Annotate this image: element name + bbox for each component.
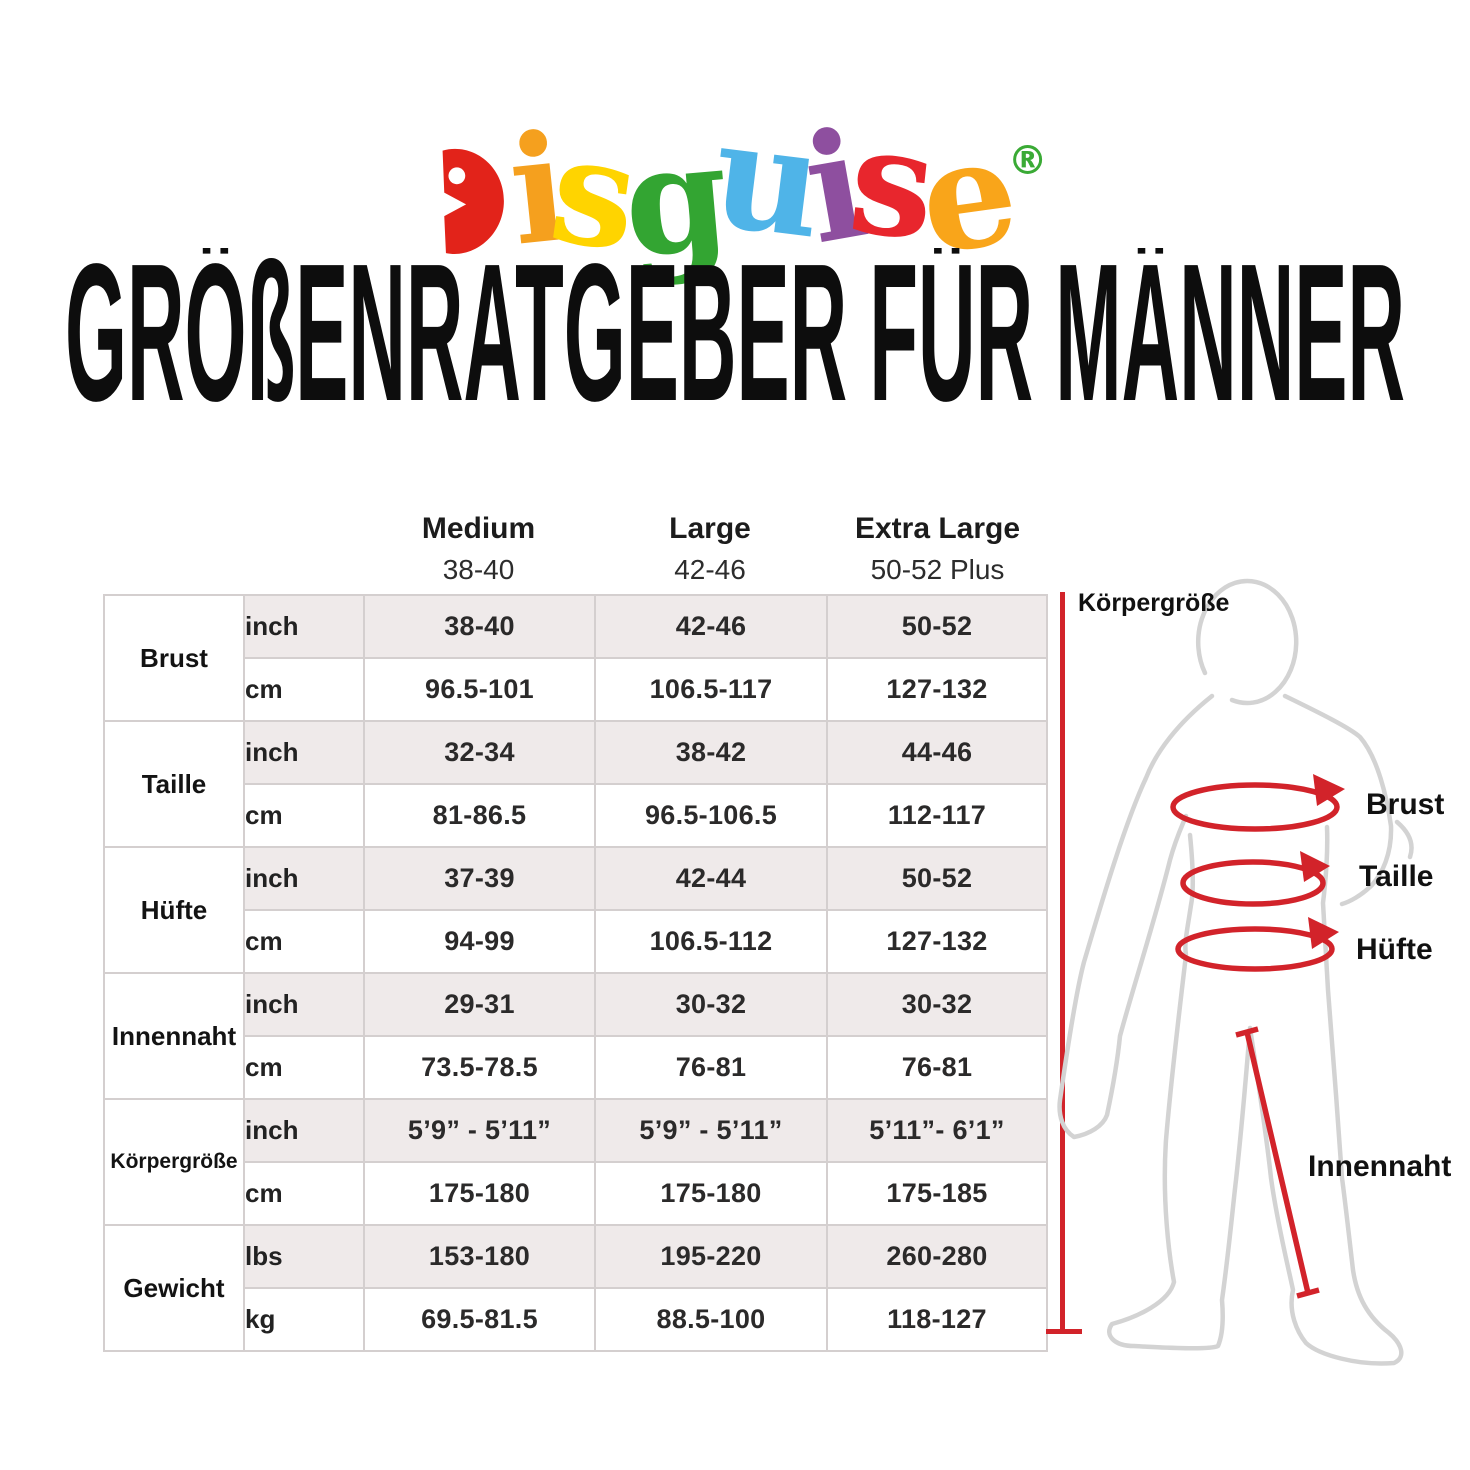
male-silhouette-icon bbox=[1057, 578, 1414, 1366]
unit-cell: inch bbox=[243, 846, 365, 911]
hip-measure-ellipse bbox=[1175, 926, 1335, 972]
table-row: cm 81-86.5 96.5-106.5 112-117 bbox=[104, 783, 1048, 848]
value-cell: 175-185 bbox=[826, 1161, 1048, 1226]
value-cell: 118-127 bbox=[826, 1287, 1048, 1352]
table-row: Gewicht lbs 153-180 195-220 260-280 bbox=[103, 1224, 1048, 1352]
value-cell: 42-46 bbox=[594, 594, 828, 659]
value-cell: 50-52 bbox=[826, 594, 1048, 659]
value-cell: 5’11”- 6’1” bbox=[826, 1098, 1048, 1163]
value-cell: 38-40 bbox=[363, 594, 596, 659]
table-row: cm 94-99 106.5-112 127-132 bbox=[104, 909, 1048, 974]
value-cell: 30-32 bbox=[826, 972, 1048, 1037]
registered-trademark-icon: ® bbox=[1007, 138, 1048, 184]
size-range-extra-large: 50-52 Plus bbox=[870, 554, 1005, 585]
value-cell: 112-117 bbox=[826, 783, 1048, 848]
table-row: cm 96.5-101 106.5-117 127-132 bbox=[104, 657, 1048, 722]
unit-cell: kg bbox=[243, 1287, 365, 1352]
measurement-marks bbox=[1170, 782, 1340, 1299]
value-cell: 30-32 bbox=[594, 972, 828, 1037]
value-cell: 96.5-101 bbox=[363, 657, 596, 722]
value-cell: 44-46 bbox=[826, 720, 1048, 785]
inseam-measure-line bbox=[1244, 1031, 1311, 1294]
row-label-gewicht: Gewicht bbox=[103, 1224, 245, 1352]
height-measure-line bbox=[1060, 592, 1065, 1332]
size-name-large: Large bbox=[669, 512, 751, 545]
diagram-label-huefte: Hüfte bbox=[1356, 933, 1433, 966]
value-cell: 73.5-78.5 bbox=[363, 1035, 596, 1100]
row-label-koerpergroesse: Körpergröße bbox=[103, 1098, 245, 1226]
chest-arrow-icon bbox=[1313, 774, 1345, 806]
value-cell: 106.5-117 bbox=[594, 657, 828, 722]
value-cell: 88.5-100 bbox=[594, 1287, 828, 1352]
body-silhouette-diagram bbox=[1057, 578, 1414, 1366]
value-cell: 50-52 bbox=[826, 846, 1048, 911]
value-cell: 106.5-112 bbox=[594, 909, 828, 974]
unit-cell: cm bbox=[243, 783, 365, 848]
value-cell: 32-34 bbox=[363, 720, 596, 785]
diagram-label-innennaht: Innennaht bbox=[1308, 1150, 1452, 1183]
unit-cell: inch bbox=[243, 720, 365, 785]
unit-cell: lbs bbox=[243, 1224, 365, 1289]
row-label-huefte: Hüfte bbox=[103, 846, 245, 974]
value-cell: 195-220 bbox=[594, 1224, 828, 1289]
table-row: cm 73.5-78.5 76-81 76-81 bbox=[104, 1035, 1048, 1100]
value-cell: 175-180 bbox=[594, 1161, 828, 1226]
unit-cell: inch bbox=[243, 972, 365, 1037]
value-cell: 42-44 bbox=[594, 846, 828, 911]
waist-measure-ellipse bbox=[1180, 859, 1326, 907]
value-cell: 94-99 bbox=[363, 909, 596, 974]
table-row: Innennaht inch 29-31 30-32 30-32 bbox=[103, 972, 1048, 1100]
value-cell: 96.5-106.5 bbox=[594, 783, 828, 848]
value-cell: 127-132 bbox=[826, 657, 1048, 722]
size-range-large: 42-46 bbox=[674, 554, 746, 585]
value-cell: 76-81 bbox=[594, 1035, 828, 1100]
unit-cell: cm bbox=[243, 657, 365, 722]
height-measure-line-cap bbox=[1046, 1329, 1082, 1334]
size-chart-table: Brust inch 38-40 42-46 50-52 cm 96.5-101… bbox=[103, 594, 1048, 1352]
value-cell: 76-81 bbox=[826, 1035, 1048, 1100]
table-row: Brust inch 38-40 42-46 50-52 bbox=[103, 594, 1048, 722]
row-label-taille: Taille bbox=[103, 720, 245, 848]
unit-cell: inch bbox=[243, 1098, 365, 1163]
diagram-label-brust: Brust bbox=[1366, 788, 1445, 821]
table-row: Körpergröße inch 5’9” - 5’11” 5’9” - 5’1… bbox=[103, 1098, 1048, 1226]
table-row: cm 175-180 175-180 175-185 bbox=[104, 1161, 1048, 1226]
value-cell: 153-180 bbox=[363, 1224, 596, 1289]
unit-cell: inch bbox=[243, 594, 365, 659]
value-cell: 127-132 bbox=[826, 909, 1048, 974]
value-cell: 175-180 bbox=[363, 1161, 596, 1226]
hip-arrow-icon bbox=[1308, 917, 1339, 949]
measure-arrowheads bbox=[1300, 774, 1345, 949]
disguise-logo: i s g u i s e ® bbox=[422, 86, 1048, 291]
table-row: Taille inch 32-34 38-42 44-46 bbox=[103, 720, 1048, 848]
value-cell: 5’9” - 5’11” bbox=[594, 1098, 828, 1163]
waist-arrow-icon bbox=[1300, 851, 1330, 882]
value-cell: 69.5-81.5 bbox=[363, 1287, 596, 1352]
table-row: kg 69.5-81.5 88.5-100 118-127 bbox=[104, 1287, 1048, 1352]
diagram-label-koerpergroesse: Körpergröße bbox=[1078, 589, 1230, 617]
size-column-headers: Medium 38-40 Large 42-46 Extra Large 50-… bbox=[103, 512, 1049, 592]
value-cell: 29-31 bbox=[363, 972, 596, 1037]
row-label-brust: Brust bbox=[103, 594, 245, 722]
value-cell: 5’9” - 5’11” bbox=[363, 1098, 596, 1163]
page-title: GRÖßENRATGEBER FÜR MÄNNER bbox=[65, 248, 1405, 423]
logo-letter-d-icon bbox=[422, 140, 506, 262]
value-cell: 81-86.5 bbox=[363, 783, 596, 848]
row-label-innennaht: Innennaht bbox=[103, 972, 245, 1100]
chest-measure-ellipse bbox=[1170, 782, 1340, 832]
unit-cell: cm bbox=[243, 1035, 365, 1100]
headline-graphic: GRÖßENRATGEBER FÜR MÄNNER bbox=[65, 248, 1405, 423]
diagram-label-taille: Taille bbox=[1359, 860, 1434, 893]
value-cell: 260-280 bbox=[826, 1224, 1048, 1289]
table-row: Hüfte inch 37-39 42-44 50-52 bbox=[103, 846, 1048, 974]
value-cell: 38-42 bbox=[594, 720, 828, 785]
unit-cell: cm bbox=[243, 1161, 365, 1226]
logo-d-head-icon bbox=[442, 148, 504, 254]
size-name-medium: Medium bbox=[421, 512, 536, 545]
value-cell: 37-39 bbox=[363, 846, 596, 911]
size-range-medium: 38-40 bbox=[442, 554, 515, 585]
size-name-extra-large: Extra Large bbox=[854, 512, 1021, 545]
unit-cell: cm bbox=[243, 909, 365, 974]
